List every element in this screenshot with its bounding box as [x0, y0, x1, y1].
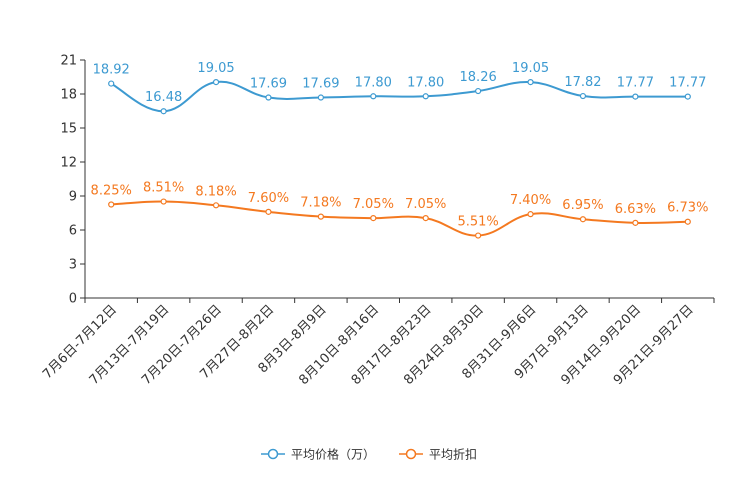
data-point	[317, 213, 324, 220]
data-label: 17.82	[564, 75, 601, 90]
y-tick-label: 9	[69, 190, 77, 205]
data-point	[212, 202, 220, 209]
y-tick-label: 0	[69, 292, 77, 307]
data-point	[317, 94, 324, 101]
data-label: 7.05%	[405, 197, 446, 212]
data-label: 7.40%	[510, 193, 551, 208]
data-point	[370, 215, 377, 222]
data-point	[684, 218, 691, 225]
data-point	[422, 93, 429, 100]
y-tick-label: 15	[60, 122, 77, 137]
data-label: 8.51%	[143, 181, 184, 196]
data-point	[684, 93, 691, 100]
legend-marker-icon	[267, 448, 279, 460]
data-label: 17.80	[355, 75, 392, 90]
data-label: 17.80	[407, 75, 444, 90]
y-tick-label: 21	[60, 54, 77, 69]
data-label: 8.25%	[91, 184, 132, 199]
data-label: 7.60%	[248, 191, 289, 206]
data-point	[422, 215, 429, 222]
data-point	[108, 80, 115, 87]
data-point	[632, 93, 639, 100]
data-labels: 18.92 16.48 19.05 17.69 17.69 17.80 17.80 18.26…	[91, 61, 709, 229]
data-label: 6.95%	[562, 198, 603, 213]
data-label: 16.48	[145, 90, 182, 105]
data-point	[475, 232, 482, 239]
data-label: 19.05	[197, 61, 234, 76]
data-label: 18.92	[93, 63, 130, 78]
data-label: 18.26	[460, 70, 497, 85]
legend-label: 平均折扣	[429, 447, 477, 462]
data-point	[212, 78, 220, 86]
data-label: 6.63%	[615, 202, 656, 217]
data-label: 7.05%	[353, 197, 394, 212]
legend[interactable]: 平均价格（万） 平均折扣	[261, 447, 477, 462]
series-line-1	[111, 200, 688, 237]
data-label: 17.77	[669, 76, 706, 91]
data-point	[632, 219, 639, 226]
series-layer	[108, 78, 691, 239]
data-point	[475, 87, 482, 95]
data-point	[265, 94, 272, 101]
data-point	[160, 198, 167, 205]
data-point	[527, 211, 534, 218]
data-point	[370, 93, 377, 100]
data-point	[579, 92, 587, 100]
y-tick-label: 6	[69, 224, 77, 239]
data-label: 6.73%	[667, 201, 708, 216]
y-tick-label: 18	[60, 88, 77, 103]
data-label: 19.05	[512, 61, 549, 76]
data-label: 8.18%	[195, 184, 236, 199]
data-point	[579, 216, 587, 223]
data-point	[527, 78, 534, 86]
series-line-0	[110, 80, 688, 113]
y-tick-label: 3	[69, 258, 77, 273]
data-point	[160, 108, 167, 115]
y-tick-label: 12	[60, 156, 77, 171]
legend-label: 平均价格（万）	[291, 447, 375, 462]
data-point	[265, 208, 272, 215]
data-label: 17.69	[302, 77, 339, 92]
data-label: 5.51%	[457, 215, 498, 230]
legend-marker-icon	[405, 448, 417, 460]
legend-item-1[interactable]: 平均折扣	[399, 447, 477, 462]
legend-item-0[interactable]: 平均价格（万）	[261, 447, 375, 462]
data-label: 7.18%	[300, 196, 341, 211]
data-label: 17.77	[617, 76, 654, 91]
data-label: 17.69	[250, 77, 287, 92]
data-point	[108, 201, 115, 208]
